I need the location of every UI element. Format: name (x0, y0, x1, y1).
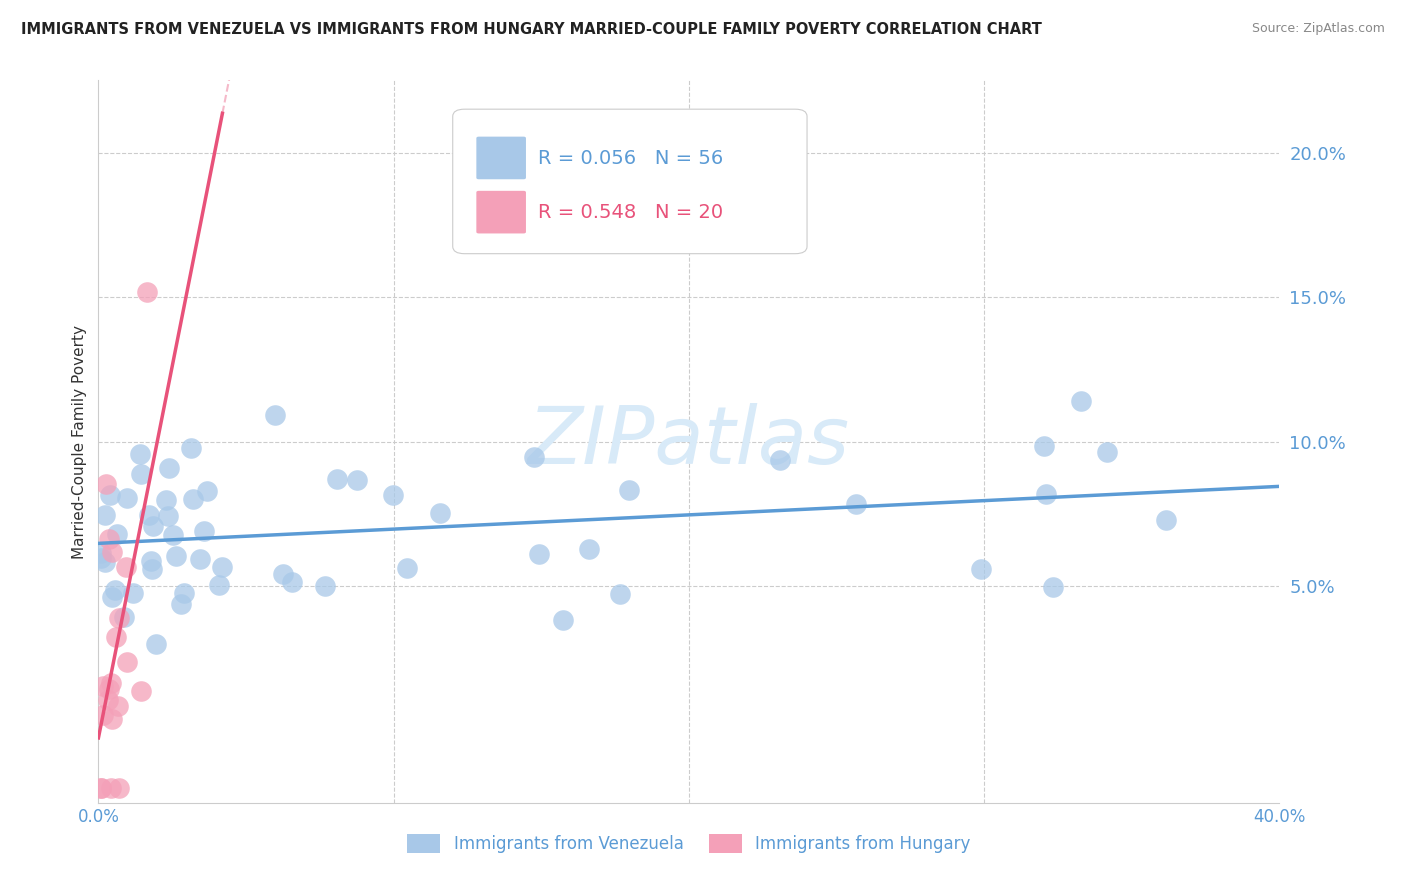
Point (208, 578, 231, 592)
Point (101, 545, 124, 559)
Point (1042, 580, 1064, 594)
Point (155, 492, 177, 507)
Point (173, 586, 195, 600)
FancyBboxPatch shape (453, 109, 807, 253)
Point (91, 679, 114, 693)
Point (180, 442, 202, 456)
Point (527, 547, 550, 561)
Point (94, 555, 117, 569)
Point (768, 453, 790, 467)
Point (165, 549, 187, 564)
Point (553, 613, 575, 627)
Point (264, 408, 287, 422)
FancyBboxPatch shape (477, 191, 526, 234)
Point (122, 586, 145, 600)
Point (112, 609, 135, 624)
Point (1033, 439, 1056, 453)
Text: Source: ZipAtlas.com: Source: ZipAtlas.com (1251, 22, 1385, 36)
Point (107, 698, 129, 713)
Point (108, 781, 131, 796)
Point (101, 712, 124, 726)
Point (314, 579, 336, 593)
Point (98, 532, 121, 546)
Text: IMMIGRANTS FROM VENEZUELA VS IMMIGRANTS FROM HUNGARY MARRIED-COUPLE FAMILY POVER: IMMIGRANTS FROM VENEZUELA VS IMMIGRANTS … (21, 22, 1042, 37)
Y-axis label: Married-Couple Family Poverty: Married-Couple Family Poverty (72, 325, 87, 558)
Point (108, 611, 131, 625)
Point (141, 554, 163, 568)
Point (395, 561, 418, 575)
Point (100, 676, 122, 690)
Point (104, 582, 127, 597)
Point (845, 497, 868, 511)
Text: ZIPatlas: ZIPatlas (527, 402, 851, 481)
Point (90, 781, 112, 796)
Point (523, 450, 546, 464)
Point (91, 707, 114, 722)
Point (193, 524, 215, 538)
Legend: Immigrants from Venezuela, Immigrants from Hungary: Immigrants from Venezuela, Immigrants fr… (401, 827, 977, 860)
Point (157, 508, 180, 523)
Point (211, 559, 233, 574)
Point (190, 552, 212, 566)
Point (101, 590, 124, 604)
Point (1070, 394, 1092, 409)
Point (90, 546, 112, 560)
Point (346, 473, 368, 487)
Point (157, 460, 180, 475)
Point (100, 781, 122, 796)
Point (578, 542, 600, 557)
Point (162, 528, 184, 542)
Point (382, 488, 405, 502)
Point (104, 630, 127, 644)
Point (131, 467, 153, 481)
Point (94, 476, 117, 491)
Point (617, 483, 640, 497)
Point (105, 526, 128, 541)
Point (195, 484, 218, 499)
Point (90, 781, 112, 796)
Point (114, 560, 136, 574)
Point (142, 519, 165, 533)
Point (98, 488, 121, 502)
Text: R = 0.056   N = 56: R = 0.056 N = 56 (537, 149, 723, 168)
Point (97, 693, 120, 707)
Point (129, 684, 152, 698)
Point (1035, 487, 1057, 501)
Point (94, 508, 117, 522)
Point (138, 508, 160, 523)
Point (429, 507, 451, 521)
Text: R = 0.548   N = 20: R = 0.548 N = 20 (537, 203, 723, 222)
Point (970, 561, 993, 575)
Point (98, 682, 121, 697)
Point (326, 472, 349, 486)
Point (129, 447, 152, 461)
FancyBboxPatch shape (477, 136, 526, 179)
Point (1154, 513, 1177, 527)
Point (271, 566, 294, 581)
Point (135, 285, 157, 299)
Point (170, 597, 193, 611)
Point (181, 491, 204, 506)
Point (141, 562, 163, 576)
Point (90, 550, 112, 565)
Point (115, 655, 138, 669)
Point (609, 587, 631, 601)
Point (145, 637, 167, 651)
Point (1097, 445, 1119, 459)
Point (115, 491, 138, 505)
Point (280, 575, 302, 590)
